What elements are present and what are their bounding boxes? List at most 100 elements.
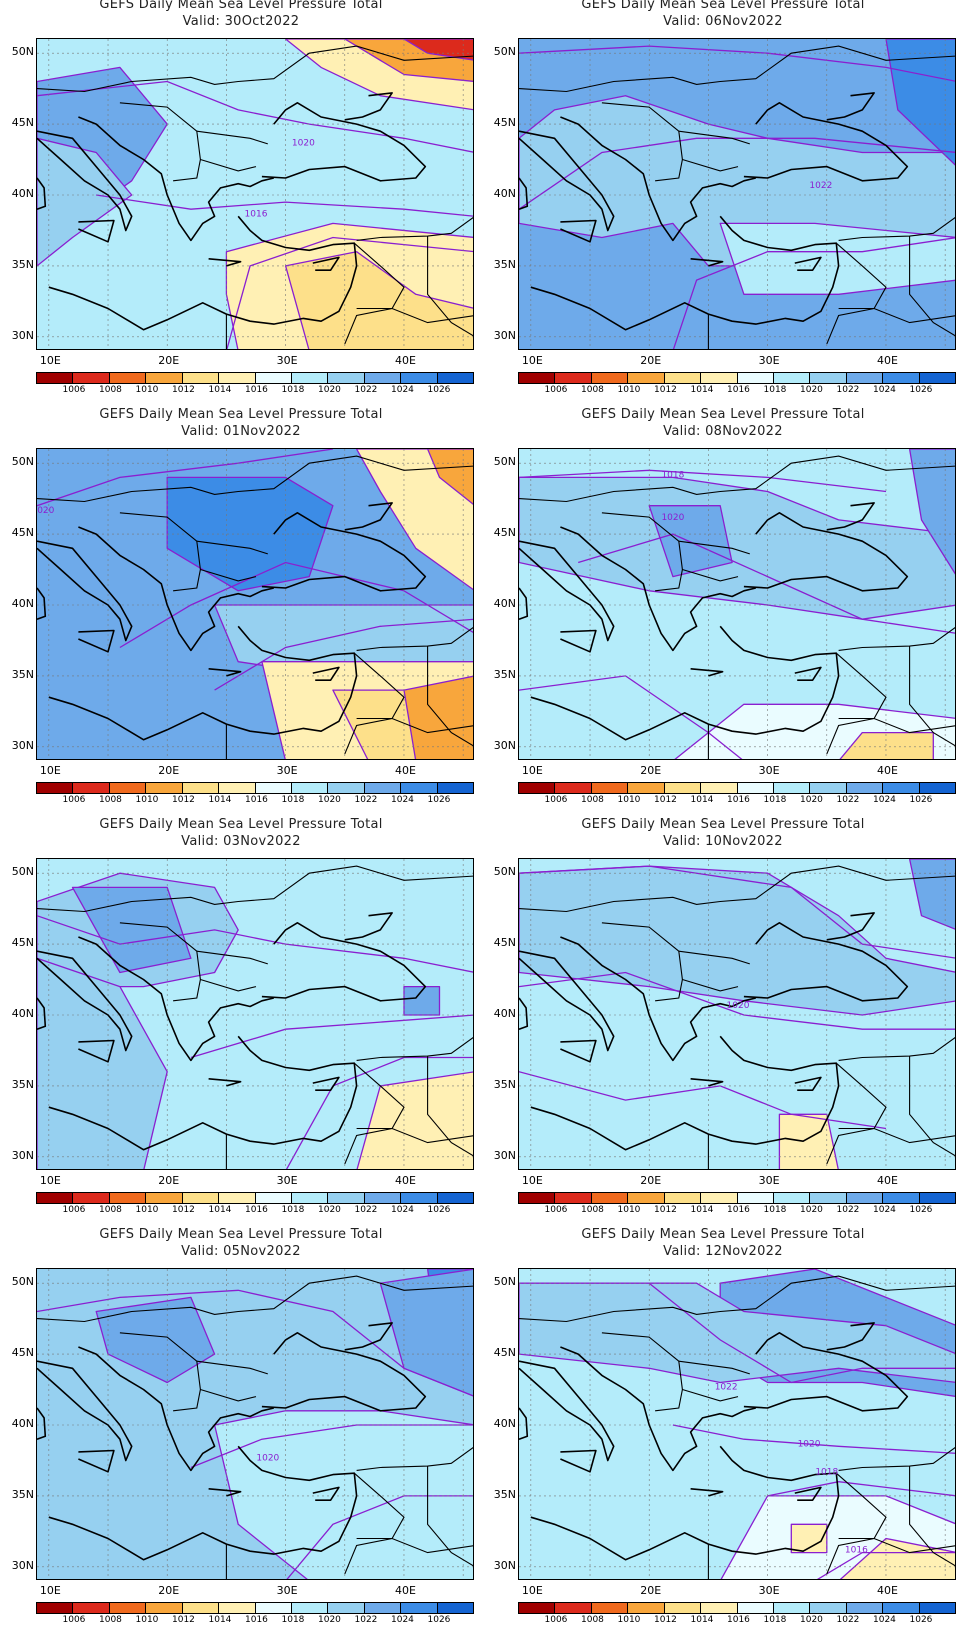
country-border: [344, 242, 405, 345]
pressure-region: [379, 1269, 473, 1397]
coastline: [78, 936, 274, 1062]
colorbar-swatch: [364, 783, 402, 793]
isobar-contour: [37, 915, 473, 973]
country-border: [678, 1360, 750, 1375]
colorbar: [518, 1192, 956, 1204]
map-canvas: 1020: [519, 859, 955, 1169]
colorbar-swatch: [364, 1193, 402, 1203]
latitude-label: 30N: [11, 1148, 34, 1162]
colorbar-swatch: [701, 783, 738, 793]
colorbar-label: 1014: [690, 385, 714, 395]
colorbar-label: 1010: [617, 1205, 641, 1215]
map-panel: GEFS Daily Mean Sea Level Pressure Total…: [482, 402, 964, 812]
colorbar-label: 1026: [427, 1615, 451, 1625]
colorbar-swatch: [401, 373, 438, 383]
colorbar-swatch: [519, 1193, 556, 1203]
latitude-label: 30N: [11, 738, 34, 752]
latitude-label: 30N: [11, 328, 34, 342]
map-canvas: [37, 859, 473, 1169]
country-border: [200, 978, 257, 992]
colorbar-swatch: [555, 783, 592, 793]
colorbar-label: 1022: [836, 1205, 860, 1215]
coastline: [690, 668, 724, 677]
isobar-label: 1020: [292, 138, 315, 148]
country-border: [119, 512, 201, 592]
colorbar-label: 1016: [245, 1205, 268, 1215]
colorbar-label: 1026: [909, 385, 933, 395]
country-border: [678, 540, 750, 555]
colorbar-label: 1008: [581, 1205, 604, 1215]
colorbar-label: 1008: [581, 1615, 604, 1625]
coastline: [560, 1346, 756, 1472]
longitude-label: 40E: [876, 354, 898, 367]
country-border: [37, 455, 473, 503]
latitude-label: 50N: [11, 865, 34, 879]
coastline: [78, 1449, 115, 1473]
isobar-label: 1022: [715, 1383, 738, 1393]
coastline: [530, 1445, 840, 1561]
pressure-region: [648, 505, 733, 578]
colorbar-swatch: [737, 1193, 774, 1203]
colorbar-swatch: [109, 1603, 147, 1613]
coastline: [37, 587, 47, 620]
country-border: [200, 1388, 257, 1402]
longitude-label: 20E: [158, 1174, 180, 1187]
latitude-label: 40N: [11, 1007, 34, 1020]
map-panel: GEFS Daily Mean Sea Level Pressure Total…: [482, 0, 964, 402]
panel-valid-date: Valid: 01Nov2022: [181, 424, 301, 439]
colorbar-swatch: [437, 373, 474, 383]
pressure-region: [519, 865, 955, 1016]
colorbar-swatch: [519, 373, 556, 383]
colorbar-label: 1014: [690, 795, 714, 805]
colorbar-label: 1010: [617, 1615, 641, 1625]
colorbar-swatch: [810, 1603, 847, 1613]
latitude-label: 30N: [493, 1148, 516, 1162]
coastline: [261, 921, 427, 1002]
colorbar-label: 1024: [873, 1615, 896, 1625]
colorbar-label: 1020: [800, 1615, 823, 1625]
colorbar-swatch: [846, 783, 884, 793]
longitude-label: 30E: [276, 1584, 298, 1597]
colorbar-swatch: [219, 1193, 256, 1203]
coastline: [826, 912, 875, 941]
latitude-label: 45N: [11, 116, 34, 130]
country-border: [427, 1056, 473, 1157]
map-canvas: 1022: [519, 39, 955, 349]
longitude-label: 30E: [276, 354, 298, 367]
latitude-label: 30N: [493, 738, 516, 752]
colorbar-swatch: [519, 1603, 556, 1613]
panel-title: GEFS Daily Mean Sea Level Pressure Total: [581, 1227, 865, 1242]
country-border: [826, 1472, 887, 1575]
colorbar-swatch: [146, 1603, 183, 1613]
coastline: [261, 511, 427, 592]
colorbar-swatch: [328, 373, 365, 383]
coastline: [560, 1039, 597, 1063]
coastline: [743, 101, 909, 182]
coastline: [530, 625, 840, 741]
coastline: [48, 1445, 358, 1561]
pressure-region: [908, 449, 955, 575]
isobar-contour: [37, 449, 333, 507]
coastline: [78, 526, 274, 652]
coastline: [519, 1407, 529, 1440]
longitude-label: 20E: [158, 1584, 180, 1597]
colorbar-label: 1024: [391, 385, 414, 395]
country-border: [909, 236, 955, 337]
colorbar-swatch: [109, 783, 147, 793]
country-border: [344, 652, 405, 755]
colorbar-swatch: [255, 373, 292, 383]
colorbar-label: 1006: [544, 795, 568, 805]
map-panel: GEFS Daily Mean Sea Level Pressure Total…: [0, 812, 482, 1222]
colorbar-label: 1006: [62, 1205, 86, 1215]
coastline: [794, 1076, 822, 1091]
colorbar-swatch: [591, 373, 629, 383]
coastline: [37, 540, 133, 642]
colorbar-swatch: [73, 1603, 110, 1613]
colorbar-label: 1024: [873, 1205, 896, 1215]
country-border: [427, 646, 473, 747]
map-panel: GEFS Daily Mean Sea Level Pressure Total…: [482, 812, 964, 1222]
isobar-contour: [672, 1424, 955, 1454]
isobar-label: 1020: [727, 1001, 750, 1011]
coastline: [743, 511, 909, 592]
